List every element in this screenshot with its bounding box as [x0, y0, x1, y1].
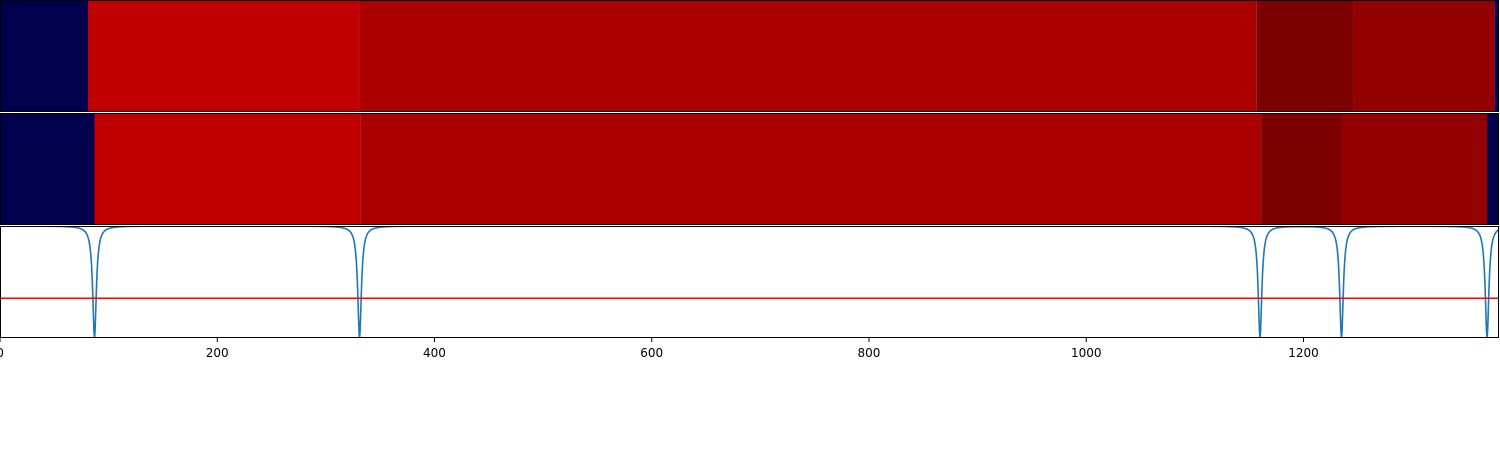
bottom-heat-frame	[0, 113, 1499, 225]
bottom-heat-segment-5	[1487, 113, 1499, 225]
top-heat-segment-1	[87, 0, 360, 112]
signal-plot	[0, 226, 1499, 338]
top-heat-segment-4	[1353, 0, 1495, 112]
top-heat-segment-3	[1256, 0, 1354, 112]
top-heat-frame	[0, 0, 1499, 112]
bottom-heat-segment-0	[0, 113, 95, 225]
bottom-heat-segment-1	[94, 113, 361, 225]
top-heat-segment-5	[1494, 0, 1499, 112]
x-axis: 0 200 400 600 800 1000 1200	[0, 338, 1319, 360]
bottom-heat-segment-2	[360, 113, 1262, 225]
signal-frame	[0, 226, 1499, 338]
x-tick-label-6: 1200	[1288, 346, 1319, 360]
x-tick-label-5: 1000	[1071, 346, 1102, 360]
heatmap-top	[0, 0, 1499, 112]
x-tick-label-4: 800	[858, 346, 881, 360]
x-tick-label-1: 200	[206, 346, 229, 360]
x-tick-label-0: 0	[0, 346, 4, 360]
top-heat-segment-2	[359, 0, 1257, 112]
bottom-heat-segment-4	[1341, 113, 1488, 225]
x-tick-label-3: 600	[640, 346, 663, 360]
x-tick-label-2: 400	[423, 346, 446, 360]
top-heat-segment-0	[0, 0, 88, 112]
signal-background	[0, 226, 1499, 338]
bottom-heat-segment-3	[1261, 113, 1342, 225]
heatmap-bottom	[0, 113, 1499, 225]
